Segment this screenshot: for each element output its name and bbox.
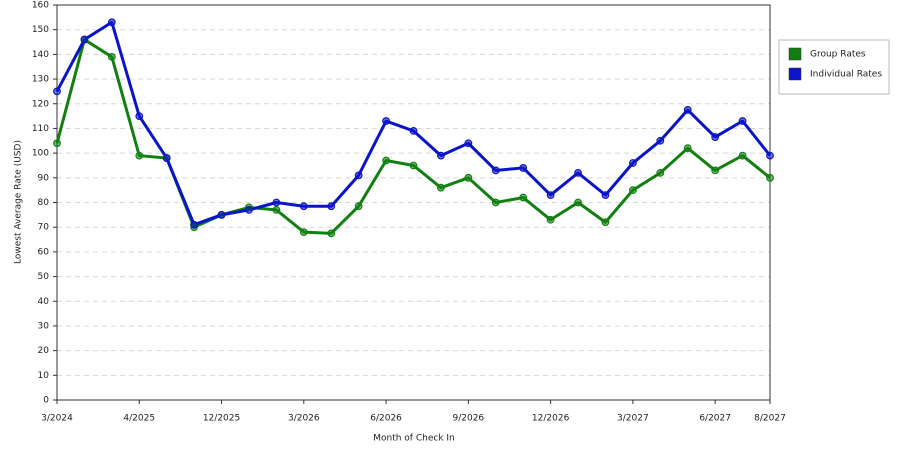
data-point (53, 139, 61, 148)
legend-swatch (788, 47, 802, 61)
data-point (519, 193, 528, 202)
y-tick-label: 150 (32, 25, 49, 35)
x-tick-label: 6/2026 (370, 414, 402, 424)
y-tick-label: 30 (38, 321, 50, 331)
data-point (299, 202, 308, 211)
y-tick-label: 70 (38, 223, 50, 233)
data-point (683, 144, 692, 153)
data-point (711, 166, 720, 175)
data-point (711, 133, 720, 141)
data-point (409, 161, 418, 170)
data-point (53, 87, 61, 96)
data-point (738, 117, 747, 125)
y-tick-label: 80 (38, 198, 50, 208)
data-point (628, 159, 637, 167)
data-point (437, 151, 445, 160)
data-point (491, 198, 500, 207)
data-point (107, 18, 116, 27)
data-point (574, 198, 582, 207)
data-point (382, 117, 390, 125)
data-point (766, 173, 774, 182)
x-tick-label: 3/2024 (41, 414, 73, 424)
data-point (519, 164, 528, 172)
data-point (299, 228, 308, 237)
y-tick-label: 110 (32, 124, 49, 134)
plot-frame (56, 4, 771, 401)
legend-label: Individual Rates (810, 70, 882, 80)
data-point (766, 151, 774, 160)
y-tick-label: 40 (38, 297, 50, 307)
legend-label: Group Rates (810, 50, 866, 60)
data-point (107, 52, 116, 61)
x-tick-label: 3/2026 (288, 414, 320, 424)
y-tick-label: 60 (38, 247, 50, 257)
y-tick-label: 100 (32, 149, 49, 159)
data-point (574, 168, 582, 177)
y-tick-label: 10 (38, 371, 50, 381)
data-point (190, 220, 199, 229)
legend: Group Rates Individual Rates (778, 39, 890, 95)
data-point (546, 191, 555, 199)
data-point (354, 171, 363, 180)
x-tick-label: 9/2026 (453, 414, 485, 424)
data-point (327, 229, 336, 238)
y-tick-label: 120 (32, 99, 49, 109)
y-axis-label: Lowest Average Rate (USD) (14, 140, 24, 264)
y-tick-label: 50 (38, 272, 50, 282)
data-point (464, 139, 473, 148)
x-tick-label: 12/2025 (203, 414, 240, 424)
x-tick-label: 4/2025 (123, 414, 155, 424)
data-point (135, 151, 144, 160)
data-point (464, 173, 473, 182)
data-point (382, 156, 390, 165)
data-point (601, 191, 610, 199)
data-point (546, 215, 555, 224)
x-axis-label: Month of Check In (373, 434, 455, 444)
data-point (437, 183, 445, 192)
y-tick-label: 90 (38, 173, 50, 183)
data-point (683, 106, 692, 114)
x-tick-label: 3/2027 (617, 414, 649, 424)
series-line (55, 20, 772, 227)
data-point (601, 218, 610, 227)
data-point (80, 35, 89, 44)
data-point (245, 206, 253, 214)
data-point (628, 186, 637, 195)
data-point (656, 136, 665, 145)
x-tick-label: 12/2026 (532, 414, 570, 424)
data-point (656, 168, 665, 177)
data-point (217, 210, 226, 219)
data-point (409, 127, 418, 135)
y-tick-label: 160 (32, 1, 49, 11)
y-tick-label: 20 (38, 346, 50, 356)
x-tick-label: 8/2027 (754, 414, 786, 424)
y-tick-label: 140 (32, 50, 49, 60)
data-point (272, 206, 281, 214)
data-point (327, 202, 336, 211)
y-tick-label: 130 (32, 75, 49, 85)
data-point (272, 198, 281, 207)
x-tick-label: 6/2027 (699, 414, 731, 424)
data-point (135, 112, 144, 120)
data-point (738, 151, 747, 160)
data-point (354, 202, 363, 211)
data-point (162, 154, 171, 162)
y-tick-label: 0 (43, 396, 49, 406)
data-point (491, 166, 500, 175)
legend-swatch (788, 67, 802, 81)
